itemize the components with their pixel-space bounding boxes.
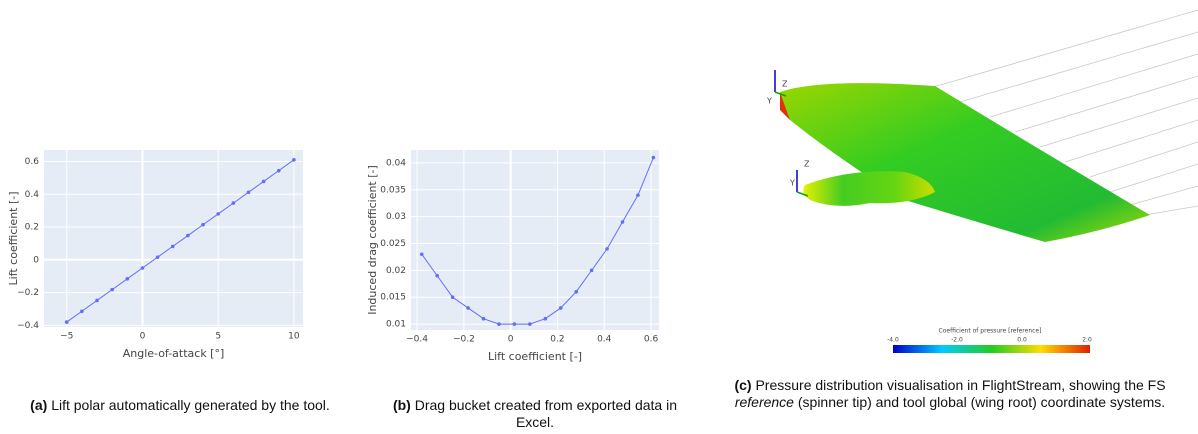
plot-area xyxy=(411,150,659,330)
point xyxy=(466,306,470,310)
caption-text: (spinner tip) and tool global (wing root… xyxy=(798,394,1165,410)
colorbar-title: Coefficient of pressure [reference] xyxy=(939,328,1042,335)
caption-text: Pressure distribution visualisation in F… xyxy=(755,377,1165,393)
y-axis-title: Induced drag coefficient [-] xyxy=(366,165,379,315)
caption-a: (a) Lift polar automatically generated b… xyxy=(30,397,330,414)
point xyxy=(232,201,236,205)
point xyxy=(435,274,439,278)
point xyxy=(216,212,220,216)
axis-glyph-label: Z xyxy=(782,80,788,89)
point xyxy=(247,190,251,194)
colorbar-label: -2.0 xyxy=(951,337,963,344)
y-tick-label: 0.04 xyxy=(386,158,406,168)
x-tick-label: 0.4 xyxy=(597,335,612,345)
x-tick-label: 0 xyxy=(508,335,514,345)
y-tick-label: 0.025 xyxy=(380,239,406,249)
render xyxy=(775,10,1198,353)
y-tick-label: −0.4 xyxy=(17,321,39,331)
point xyxy=(497,322,501,326)
x-tick-label: −5 xyxy=(60,332,73,342)
y-tick-label: 0.01 xyxy=(386,320,406,330)
point xyxy=(262,180,266,184)
y-tick-label: 0.4 xyxy=(25,190,40,200)
y-axis-title: Lift coefficient [-] xyxy=(7,191,20,285)
point xyxy=(171,245,175,249)
x-axis-title: Angle-of-attack [°] xyxy=(123,347,225,360)
point xyxy=(605,247,609,251)
page: −5 0 5 10 −0.4 −0.2 0 0.2 0.4 0.6 Angle-of-attack … xyxy=(0,0,1198,434)
point xyxy=(110,288,114,292)
point xyxy=(420,252,424,256)
y-tick-label: 0.015 xyxy=(380,293,406,303)
caption-tag: (c) xyxy=(734,377,751,393)
point xyxy=(482,317,486,321)
caption-text: Drag bucket created from exported data i… xyxy=(415,397,677,430)
point xyxy=(559,306,563,310)
plot-area xyxy=(44,150,303,327)
point xyxy=(95,299,99,303)
point xyxy=(277,169,281,173)
point xyxy=(451,295,455,299)
caption-b: (b) Drag bucket created from exported da… xyxy=(385,397,685,431)
point xyxy=(201,223,205,227)
point xyxy=(126,277,130,281)
point xyxy=(528,322,532,326)
x-tick-label: 10 xyxy=(288,332,300,342)
x-tick-label: 0.2 xyxy=(550,335,564,345)
y-tick-label: 0.035 xyxy=(380,185,406,195)
point xyxy=(636,193,640,197)
caption-tag: (b) xyxy=(393,397,411,413)
point xyxy=(652,156,656,160)
point xyxy=(543,317,547,321)
colorbar-label: -4.0 xyxy=(887,337,899,344)
point xyxy=(186,234,190,238)
axis-glyph-label: Y xyxy=(766,97,772,106)
caption-emphasis: reference xyxy=(735,394,794,410)
caption-c: (c) Pressure distribution visualisation … xyxy=(730,377,1170,411)
x-tick-label: 0 xyxy=(140,332,146,342)
y-tick-label: 0.03 xyxy=(386,212,406,222)
x-tick-label: −0.4 xyxy=(406,335,428,345)
x-tick-label: −0.2 xyxy=(453,335,475,345)
caption-text: Lift polar automatically generated by th… xyxy=(51,397,330,413)
point xyxy=(156,255,160,259)
point xyxy=(80,309,84,313)
y-tick-label: 0.6 xyxy=(25,157,40,167)
point xyxy=(65,320,69,324)
y-tick-label: 0 xyxy=(33,255,39,265)
axis-glyph-label: Z xyxy=(804,160,810,169)
point xyxy=(141,266,145,270)
point xyxy=(292,158,296,162)
axis-glyph-label: Y xyxy=(789,179,795,188)
caption-tag: (a) xyxy=(30,397,47,413)
point xyxy=(574,290,578,294)
colorbar-label: 2.0 xyxy=(1082,337,1092,344)
figure: −5 0 5 10 −0.4 −0.2 0 0.2 0.4 0.6 Angle-of-attack … xyxy=(0,0,1198,434)
y-tick-label: 0.2 xyxy=(25,223,39,233)
x-axis-title: Lift coefficient [-] xyxy=(488,350,582,363)
y-tick-label: 0.02 xyxy=(386,266,406,276)
point xyxy=(590,269,594,273)
x-tick-label: 5 xyxy=(215,332,221,342)
x-tick-label: 0.6 xyxy=(644,335,659,345)
point xyxy=(621,220,625,224)
colorbar xyxy=(893,345,1090,353)
colorbar-label: 0.0 xyxy=(1017,337,1027,344)
y-tick-label: −0.2 xyxy=(17,288,39,298)
point xyxy=(513,322,517,326)
wing xyxy=(780,83,1150,242)
